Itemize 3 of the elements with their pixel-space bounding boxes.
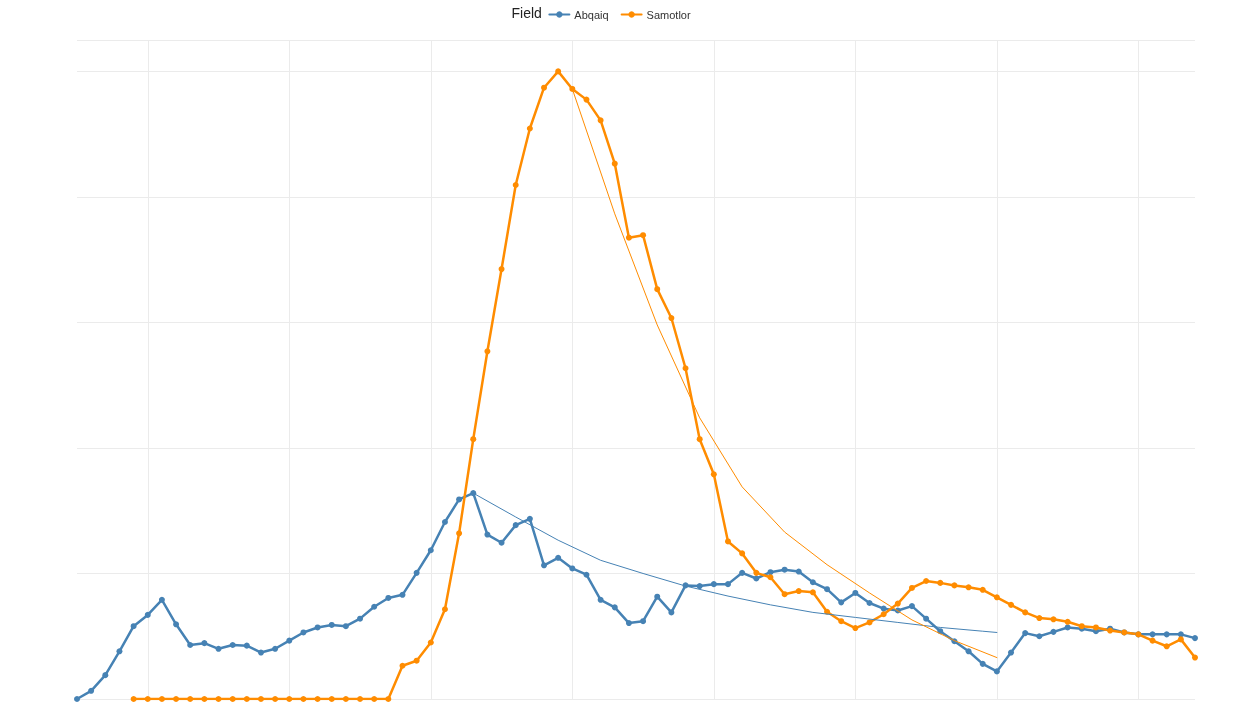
legend-label: Abqaiq xyxy=(574,8,609,21)
legend-label: Samotlor xyxy=(646,8,691,21)
legend-title: Field xyxy=(511,5,542,21)
